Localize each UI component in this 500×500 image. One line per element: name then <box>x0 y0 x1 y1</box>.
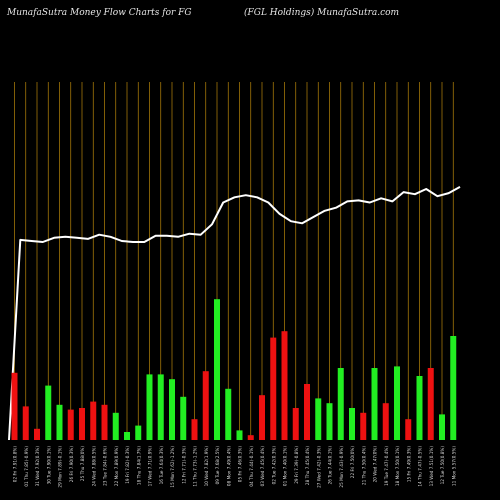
x-tick-label: 29 Mon 7.89(-0.1%) <box>58 446 63 488</box>
money-flow-bar-down <box>304 384 310 440</box>
money-flow-bar-down <box>202 371 209 440</box>
money-flow-bar-down <box>101 404 108 440</box>
x-tick-label: 23 Tue 7.84(-0.6%) <box>103 446 108 486</box>
x-tick-label: 10 Wed 7.82(1.9%) <box>204 446 209 487</box>
money-flow-bar-up <box>112 412 119 440</box>
money-flow-bar-up <box>146 374 153 440</box>
x-tick-label: 03 Wed 7.45(0.4%) <box>260 446 265 487</box>
money-flow-bar-down <box>22 406 29 440</box>
money-flow-bar-up <box>225 388 232 440</box>
x-tick-label: 18 Thu 7.84(1.7%) <box>136 446 141 485</box>
x-tick-label: 11 Mon 5.57(0.5%) <box>451 446 456 486</box>
price-line <box>8 186 461 441</box>
x-tick-label: 11 Thu 7.73(-1.2%) <box>193 446 198 487</box>
money-flow-bar-up <box>135 425 142 440</box>
x-tick-label: 19 Tue 7.47(-0.4%) <box>384 446 389 486</box>
money-flow-bar-up <box>371 368 378 440</box>
money-flow-bar-down <box>259 395 265 440</box>
x-tick-label: 14 Thu 7.47(-0.5%) <box>418 446 423 487</box>
x-tick-label: 15 Mon 7.62(-1.2%) <box>170 446 175 488</box>
x-tick-label: 24 Wed 7.88(0.5%) <box>91 446 96 487</box>
money-flow-bar-down <box>382 403 389 440</box>
money-flow-bar-up <box>169 379 175 440</box>
money-flow-bar-up <box>45 385 52 440</box>
money-flow-bar-down <box>191 419 198 440</box>
money-flow-bar-up <box>326 403 333 440</box>
money-flow-bar-up <box>337 368 344 440</box>
money-flow-bar-down <box>292 408 299 440</box>
money-flow-bar-up <box>439 414 445 440</box>
x-tick-label: 02 Fri 7.91(0.8%) <box>13 446 18 483</box>
x-tick-label: 17 Wed 7.71(0.9%) <box>148 446 153 487</box>
x-tick-label: 12 Tue 7.50(0.8%) <box>440 446 445 485</box>
x-tick-label: 13 Wed 7.51(0.1%) <box>429 446 434 487</box>
x-tick-label: 26 Tue 7.44(0.1%) <box>328 446 333 485</box>
x-tick-label: 31 Wed 7.92(0.3%) <box>35 446 40 487</box>
money-flow-bar-down <box>34 428 40 440</box>
money-flow-bar-up <box>214 299 220 440</box>
chart-title-right: (FGL Holdings) MunafaSutra.com <box>244 8 400 18</box>
x-tick-label: 25 Thu 7.88(0%) <box>80 446 85 481</box>
money-flow-bar-up <box>157 374 164 440</box>
x-tick-label: 21 Thu 7.50(0.4%) <box>361 446 366 485</box>
x-tick-label: 08 Mon 7.49(0.4%) <box>226 446 231 486</box>
money-flow-bar-down <box>247 435 254 440</box>
money-flow-bar-down <box>67 409 74 440</box>
x-tick-label: 26 Fri 7.90(0.3%) <box>69 446 74 483</box>
money-flow-bar-down <box>360 412 367 440</box>
x-tick-label: 01 Thu 7.85(-0.9%) <box>24 446 29 487</box>
money-flow-bar-down <box>427 368 434 440</box>
money-flow-bar-up <box>124 432 130 440</box>
bar-layer <box>11 299 457 440</box>
money-flow-bar-up <box>416 376 423 440</box>
money-flow-bar-up <box>349 408 355 440</box>
money-flow-bar-down <box>281 331 288 440</box>
price-line-layer <box>8 186 461 441</box>
money-flow-bar-up <box>394 366 400 440</box>
x-tick-label: 25 Mon 7.43(-0.9%) <box>339 446 344 488</box>
money-flow-bar-down <box>270 337 277 440</box>
x-tick-label: 22 Mon 7.89(0.9%) <box>114 446 119 486</box>
x-tick-label: 15 Fri 7.49(0.3%) <box>406 446 411 483</box>
x-tick-label: 29 Fri 7.39(-0.8%) <box>294 446 299 484</box>
money-flow-bar-down <box>405 419 412 440</box>
money-flow-bar-down <box>79 408 85 440</box>
x-tick-label: 02 Tue 7.42(0.3%) <box>271 446 276 485</box>
x-tick-label: 12 Fri 7.71(-0.3%) <box>181 446 186 484</box>
grid-layer <box>14 82 454 440</box>
money-flow-bar-up <box>315 398 322 440</box>
x-tick-label: 09 Tue 7.68(2.5%) <box>215 446 220 485</box>
money-flow-bar-up <box>236 430 243 440</box>
chart-title-left: MunafaSutra Money Flow Charts for FG <box>7 8 192 18</box>
money-flow-bar-up <box>450 336 457 440</box>
x-tick-label: 20 Wed 7.47(0%) <box>373 446 378 483</box>
money-flow-bar-up <box>180 396 187 440</box>
money-flow-bar-down <box>11 372 18 440</box>
x-tick-label: 27 Wed 7.42(-0.3%) <box>316 446 321 488</box>
x-tick-label: 19 Fri 7.82(-0.3%) <box>125 446 130 484</box>
x-tick-label: 16 Tue 7.64(0.3%) <box>159 446 164 485</box>
money-flow-bar-up <box>56 404 63 440</box>
x-tick-label: 22 Fri 7.50(0%) <box>350 446 355 479</box>
x-tick-label: 01 Mon 7.40(0.1%) <box>283 446 288 486</box>
x-axis-labels: 02 Fri 7.91(0.8%) 01 Thu 7.85(-0.9%) 31 We… <box>13 446 457 488</box>
x-tick-label: 28 Thu 7.45(0.4%) <box>305 446 310 485</box>
x-tick-label: 05 Fri 7.46(0.3%) <box>238 446 243 483</box>
x-tick-label: 18 Mon 7.50(0.1%) <box>395 446 400 486</box>
money-flow-bar-down <box>90 401 97 440</box>
x-tick-label: 04 Thu 7.44(-0.1%) <box>249 446 254 487</box>
x-tick-label: 30 Tue 7.90(0.1%) <box>46 446 51 485</box>
